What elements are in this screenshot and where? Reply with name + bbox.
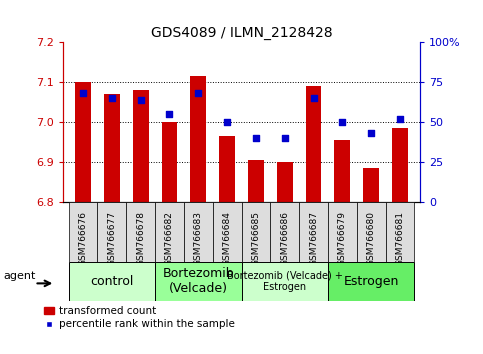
- Bar: [270, 202, 299, 262]
- Text: agent: agent: [3, 270, 36, 281]
- Bar: [328, 262, 414, 301]
- Point: [166, 112, 173, 117]
- Bar: [392, 128, 408, 202]
- Point: [368, 131, 375, 136]
- Point: [194, 91, 202, 96]
- Bar: [190, 76, 206, 202]
- Text: control: control: [90, 275, 133, 288]
- Bar: [363, 168, 379, 202]
- Point: [281, 135, 289, 141]
- Title: GDS4089 / ILMN_2128428: GDS4089 / ILMN_2128428: [151, 26, 332, 40]
- Bar: [69, 202, 98, 262]
- Bar: [161, 122, 177, 202]
- Bar: [213, 202, 242, 262]
- Bar: [104, 94, 120, 202]
- Text: Bortezomib
(Velcade): Bortezomib (Velcade): [162, 267, 234, 296]
- Point: [108, 96, 115, 101]
- Text: GSM766684: GSM766684: [223, 211, 231, 266]
- Text: GSM766682: GSM766682: [165, 211, 174, 266]
- Bar: [219, 136, 235, 202]
- Text: GSM766676: GSM766676: [78, 211, 87, 266]
- Point: [252, 135, 260, 141]
- Bar: [328, 202, 357, 262]
- Bar: [242, 262, 328, 301]
- Bar: [385, 202, 414, 262]
- Bar: [155, 202, 184, 262]
- Text: Estrogen: Estrogen: [343, 275, 399, 288]
- Bar: [248, 160, 264, 202]
- Point: [396, 116, 404, 122]
- Text: GSM766679: GSM766679: [338, 211, 347, 266]
- Point: [137, 97, 144, 103]
- Text: GSM766685: GSM766685: [252, 211, 260, 266]
- Point: [223, 119, 231, 125]
- Bar: [126, 202, 155, 262]
- Point: [79, 91, 87, 96]
- Bar: [242, 202, 270, 262]
- Bar: [357, 202, 385, 262]
- Bar: [75, 82, 91, 202]
- Bar: [299, 202, 328, 262]
- Bar: [334, 140, 350, 202]
- Point: [310, 96, 317, 101]
- Bar: [98, 202, 126, 262]
- Bar: [306, 86, 322, 202]
- Text: GSM766677: GSM766677: [107, 211, 116, 266]
- Bar: [277, 162, 293, 202]
- Text: GSM766681: GSM766681: [396, 211, 405, 266]
- Bar: [69, 262, 155, 301]
- Text: GSM766678: GSM766678: [136, 211, 145, 266]
- Bar: [184, 202, 213, 262]
- Text: GSM766686: GSM766686: [280, 211, 289, 266]
- Legend: transformed count, percentile rank within the sample: transformed count, percentile rank withi…: [44, 306, 235, 329]
- Point: [339, 119, 346, 125]
- Text: GSM766683: GSM766683: [194, 211, 203, 266]
- Text: GSM766687: GSM766687: [309, 211, 318, 266]
- Text: GSM766680: GSM766680: [367, 211, 376, 266]
- Bar: [155, 262, 242, 301]
- Text: Bortezomib (Velcade) +
Estrogen: Bortezomib (Velcade) + Estrogen: [227, 270, 342, 292]
- Bar: [133, 90, 149, 202]
